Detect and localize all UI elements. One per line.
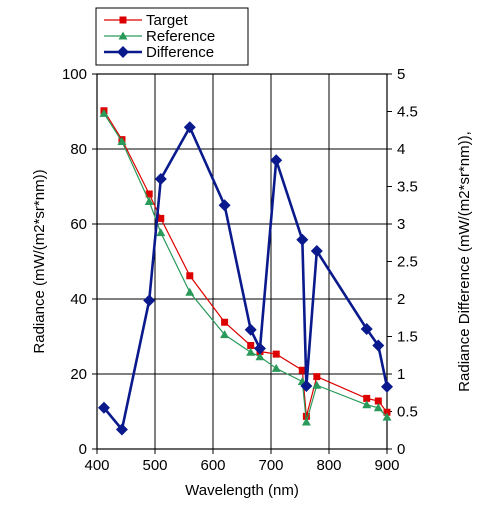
- plot-frame: [96, 73, 388, 450]
- y-tick-label: 20: [70, 366, 87, 383]
- y2-tick-label: 1.5: [397, 329, 418, 346]
- y-axis-title: Radiance (mW/(m2*sr*nm)): [31, 169, 48, 353]
- difference-point: [183, 121, 196, 134]
- difference-point: [300, 380, 313, 392]
- x-tick-label: 700: [258, 457, 283, 474]
- target-point: [313, 373, 321, 381]
- legend-label: Reference: [146, 28, 215, 45]
- target-point: [157, 214, 165, 222]
- y-tick-label: 40: [70, 291, 87, 308]
- y2-tick-label: 3.5: [397, 179, 418, 196]
- y-tick-label: 100: [62, 66, 87, 83]
- difference-point: [360, 323, 373, 335]
- y-tick-label: 80: [70, 141, 87, 158]
- difference-point: [154, 173, 167, 185]
- target-point: [119, 16, 127, 24]
- target-point: [374, 397, 382, 405]
- difference-point: [115, 423, 128, 436]
- reference-line: [103, 113, 388, 423]
- grid-lines: [97, 74, 387, 449]
- reference-point: [144, 197, 154, 205]
- difference-point: [296, 233, 309, 246]
- legend-reference: Reference: [104, 28, 215, 45]
- difference-point: [381, 380, 393, 393]
- difference-point: [253, 342, 266, 355]
- legend-difference: Difference: [104, 44, 214, 61]
- y2-tick-label: 5: [397, 66, 405, 83]
- reference-point: [99, 108, 109, 117]
- reference-point: [382, 412, 392, 421]
- y2-tick-label: 0: [397, 441, 405, 458]
- legend-target: Target: [104, 12, 189, 29]
- x-tick-label: 600: [200, 457, 225, 474]
- difference-point: [310, 245, 323, 257]
- reference-point: [118, 31, 128, 40]
- difference-line: [102, 124, 389, 433]
- target-point: [383, 408, 391, 416]
- difference-point: [270, 154, 283, 167]
- y-tick-label: 60: [70, 216, 87, 233]
- y2-tick-label: 2.5: [397, 254, 418, 271]
- difference-point: [372, 339, 385, 352]
- y-tick-label: 0: [79, 441, 87, 458]
- difference-point: [117, 46, 129, 58]
- reference-point: [271, 363, 281, 372]
- target-point: [221, 318, 229, 326]
- legend-label: Target: [146, 12, 189, 29]
- y2-tick-label: 3: [397, 216, 405, 233]
- y2-tick-label: 1: [397, 366, 405, 383]
- tick-labels: 400 500 600 700 800 90002040608010000.511.522…: [62, 66, 418, 474]
- tick-marks: [92, 73, 392, 454]
- reference-point: [185, 287, 195, 296]
- reference-point: [312, 380, 322, 389]
- y2-tick-label: 4.5: [397, 104, 418, 121]
- target-point: [272, 350, 280, 358]
- x-tick-label: 800: [316, 457, 341, 474]
- difference-point: [97, 401, 110, 414]
- x-tick-label: 900: [374, 457, 399, 474]
- target-point: [247, 342, 255, 349]
- target-point: [186, 272, 194, 280]
- difference-point: [143, 294, 156, 307]
- reference-point: [156, 228, 166, 237]
- reference-point: [301, 417, 311, 426]
- target-line: [103, 110, 388, 417]
- reference-point: [220, 330, 230, 339]
- y2-axis-title: Radiance Difference (mW/(m2*sr*nm)),: [456, 131, 473, 392]
- y2-tick-label: 4: [397, 141, 405, 158]
- y2-tick-label: 0.5: [397, 404, 418, 421]
- difference-point: [244, 323, 257, 336]
- target-point: [363, 394, 371, 402]
- x-tick-label: 400: [84, 457, 109, 474]
- legend-label: Difference: [146, 44, 214, 61]
- target-point: [298, 366, 306, 374]
- reference-point: [117, 137, 127, 145]
- reference-point: [246, 347, 256, 356]
- series-layer: [97, 107, 393, 436]
- reference-point: [255, 352, 265, 361]
- target-point: [145, 190, 153, 198]
- reference-point: [362, 400, 372, 409]
- x-tick-label: 500: [142, 457, 167, 474]
- y2-tick-label: 2: [397, 291, 405, 308]
- x-axis-title: Wavelength (nm): [185, 482, 299, 499]
- difference-point: [218, 199, 231, 212]
- reference-point: [373, 403, 383, 412]
